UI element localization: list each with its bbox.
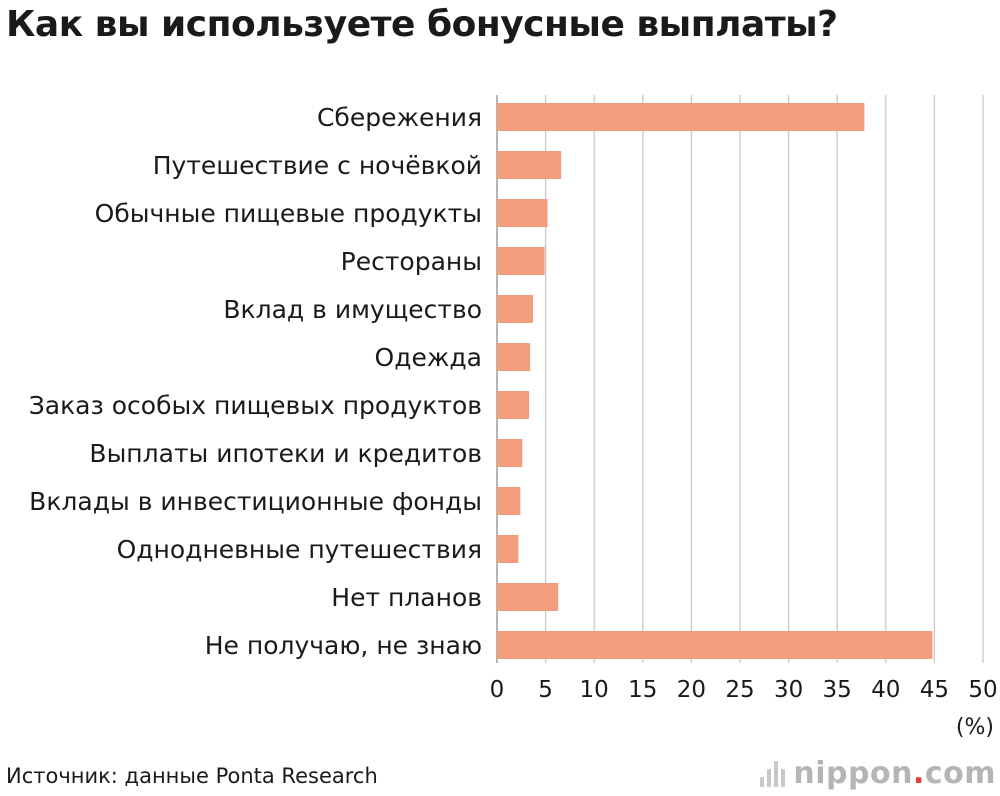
brand-name: nippon — [793, 756, 913, 791]
nippon-wave-icon — [760, 760, 786, 787]
bar — [497, 343, 531, 371]
category-label: Сбережения — [317, 103, 482, 132]
bar — [497, 487, 521, 515]
x-tick-label: 15 — [628, 677, 657, 703]
x-tick-label: 40 — [871, 677, 900, 703]
category-labels: Сбережения Путешествие с ночёвкой Обычные … — [29, 103, 482, 660]
category-label: Вклад в имущество — [223, 295, 482, 324]
bar — [497, 391, 530, 419]
bar — [497, 439, 523, 467]
bar — [497, 535, 519, 563]
category-label: Не получаю, не знаю — [205, 631, 482, 660]
x-tick-label: 35 — [823, 677, 852, 703]
bar — [497, 247, 545, 275]
category-label: Одежда — [375, 343, 482, 372]
brand-logo: nippon.com — [760, 756, 996, 791]
bar — [497, 295, 533, 323]
brand-dot: . — [912, 756, 925, 791]
category-label: Выплаты ипотеки и кредитов — [89, 439, 482, 468]
x-tick-label: 25 — [725, 677, 754, 703]
x-tick-label: 10 — [580, 677, 609, 703]
category-label: Заказ особых пищевых продуктов — [29, 391, 482, 420]
x-tick-label: 0 — [490, 677, 505, 703]
category-label: Вклады в инвестиционные фонды — [29, 487, 482, 516]
category-label: Обычные пищевые продукты — [95, 199, 482, 228]
x-tick-label: 50 — [968, 677, 997, 703]
brand-suffix: com — [924, 756, 996, 791]
category-label: Рестораны — [341, 247, 482, 276]
brand-text: nippon.com — [793, 756, 996, 791]
chart-title: Как вы используете бонусные выплаты? — [6, 4, 838, 45]
bar — [497, 583, 559, 611]
category-label: Однодневные путешествия — [117, 535, 482, 564]
source-note: Источник: данные Ponta Research — [6, 764, 378, 788]
bar — [497, 631, 933, 659]
category-label: Нет планов — [331, 583, 482, 612]
x-tick-label: 30 — [774, 677, 803, 703]
x-unit-label: (%) — [956, 715, 994, 740]
grid-lines — [496, 95, 984, 663]
x-tick-label: 20 — [677, 677, 706, 703]
category-label: Путешествие с ночёвкой — [153, 151, 482, 180]
bars — [497, 103, 933, 659]
x-tick-label: 45 — [920, 677, 949, 703]
bar — [497, 103, 865, 131]
x-tick-label: 5 — [538, 677, 553, 703]
x-tick-labels: 0 5 10 15 20 25 30 35 40 45 50 — [490, 677, 998, 703]
bar — [497, 151, 562, 179]
bar — [497, 199, 548, 227]
